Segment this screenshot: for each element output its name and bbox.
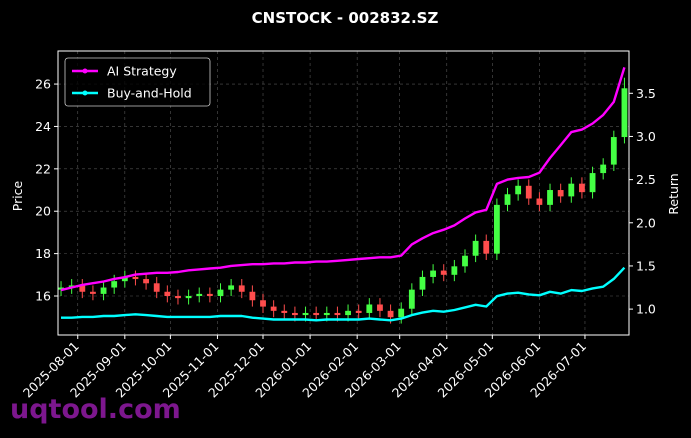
y2-tick-label: 3.0 xyxy=(636,129,656,144)
y2-tick-label: 3.5 xyxy=(636,86,656,101)
candle-body xyxy=(568,183,575,197)
legend-label: AI Strategy xyxy=(107,64,177,79)
candle-body xyxy=(408,289,415,309)
candle-body xyxy=(132,276,139,280)
candle-body xyxy=(610,137,617,165)
candle-body xyxy=(281,310,288,313)
y2-axis-label: Return xyxy=(666,173,681,214)
candle-body xyxy=(419,276,426,290)
candle-body xyxy=(472,240,479,256)
candle-body xyxy=(175,296,181,299)
candle-body xyxy=(600,164,607,174)
candle-body xyxy=(302,312,309,316)
candle-body xyxy=(345,310,351,316)
candle-body xyxy=(621,88,628,138)
candle-body xyxy=(579,183,585,193)
candle-body xyxy=(111,281,118,288)
candle-body xyxy=(153,283,160,292)
candle-body xyxy=(313,312,320,316)
legend-marker xyxy=(82,90,88,96)
candle-body xyxy=(430,270,437,277)
chart-title: CNSTOCK - 002832.SZ xyxy=(252,9,439,27)
candle-body xyxy=(79,285,86,292)
y-tick-label: 20 xyxy=(35,204,51,219)
watermark: uqtool.com xyxy=(10,394,181,425)
candle-body xyxy=(270,306,277,311)
candle-body xyxy=(483,240,490,254)
legend-box xyxy=(64,57,211,107)
candle-body xyxy=(143,279,149,284)
candle-body xyxy=(525,185,532,199)
candle-body xyxy=(536,198,543,205)
y-tick-label: 18 xyxy=(35,246,51,261)
line-series xyxy=(61,266,626,322)
candle-body xyxy=(355,310,362,313)
candle-body xyxy=(121,276,128,282)
candle-body xyxy=(557,190,564,197)
candle-body xyxy=(58,287,64,290)
candle-body xyxy=(260,300,266,307)
candle-body xyxy=(291,312,298,316)
candle-body xyxy=(185,296,192,299)
candle-body xyxy=(334,312,341,316)
candle-body xyxy=(589,173,596,193)
candle-body xyxy=(451,266,458,275)
candle-body xyxy=(228,285,235,290)
candle-body xyxy=(462,255,468,267)
candle-body xyxy=(547,190,553,205)
y2-tick-label: 1.5 xyxy=(636,258,656,273)
plot-frame xyxy=(57,50,630,336)
candle-body xyxy=(238,285,245,292)
candle-body xyxy=(493,204,500,254)
candle-body xyxy=(323,312,330,316)
candle-body xyxy=(387,310,394,318)
y2-tick-label: 1.0 xyxy=(636,302,656,317)
candle-body xyxy=(377,304,383,311)
candle-body xyxy=(164,291,171,297)
y-tick-label: 16 xyxy=(35,289,51,304)
candle-body xyxy=(249,291,256,301)
candle-body xyxy=(398,308,405,318)
y2-tick-label: 2.5 xyxy=(636,172,656,187)
candle-body xyxy=(217,289,224,297)
line-series xyxy=(60,67,626,292)
candle-body xyxy=(440,270,447,275)
y-tick-label: 24 xyxy=(35,119,51,134)
candle-body xyxy=(366,304,373,313)
candle-body xyxy=(90,291,96,294)
candle-body xyxy=(100,287,107,294)
legend-marker xyxy=(82,68,88,74)
candle-body xyxy=(504,194,511,205)
candle-body xyxy=(196,293,203,297)
y-tick-label: 26 xyxy=(35,77,51,92)
candle-body xyxy=(206,293,213,297)
y-axis-label: Price xyxy=(10,180,25,211)
y2-tick-label: 2.0 xyxy=(636,215,656,230)
y-tick-label: 22 xyxy=(35,161,51,176)
candle-body xyxy=(515,185,522,195)
legend-label: Buy-and-Hold xyxy=(107,86,192,101)
